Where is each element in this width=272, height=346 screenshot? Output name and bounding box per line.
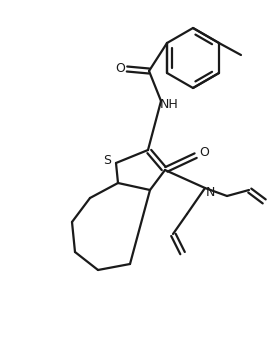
Text: S: S [103, 154, 111, 166]
Text: NH: NH [160, 99, 178, 111]
Text: N: N [205, 185, 215, 199]
Text: O: O [115, 63, 125, 75]
Text: O: O [199, 146, 209, 160]
